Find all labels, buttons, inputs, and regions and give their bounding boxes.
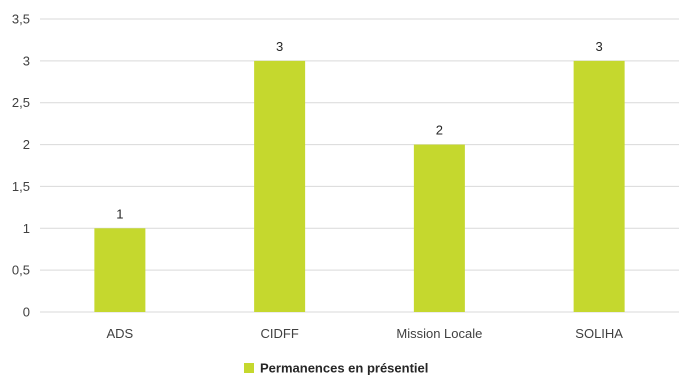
x-tick-label: ADS	[107, 326, 134, 341]
bar	[413, 144, 465, 312]
data-label: 1	[116, 206, 123, 221]
x-tick-label: CIDFF	[260, 326, 298, 341]
legend-label: Permanences en présentiel	[260, 361, 428, 376]
data-labels: 1 3 2 3	[116, 39, 602, 221]
y-tick-label: 3	[23, 53, 30, 68]
data-label: 3	[276, 39, 283, 54]
legend: Permanences en présentiel	[244, 361, 428, 376]
bars	[94, 60, 625, 312]
bar	[94, 228, 146, 312]
legend-swatch	[244, 363, 254, 373]
y-axis-ticks: 0 0,5 1 1,5 2 2,5 3 3,5	[12, 12, 30, 320]
y-tick-label: 2	[23, 137, 30, 152]
bar	[254, 60, 306, 312]
bar	[573, 60, 625, 312]
gridlines	[40, 18, 679, 313]
x-tick-label: SOLIHA	[575, 326, 623, 341]
data-label: 3	[596, 39, 603, 54]
y-tick-label: 2,5	[12, 95, 30, 110]
y-tick-label: 0,5	[12, 263, 30, 278]
y-tick-label: 3,5	[12, 12, 30, 27]
y-tick-label: 1	[23, 221, 30, 236]
x-axis-ticks: ADS CIDFF Mission Locale SOLIHA	[107, 326, 624, 341]
y-tick-label: 1,5	[12, 179, 30, 194]
y-tick-label: 0	[23, 305, 30, 320]
data-label: 2	[436, 123, 443, 138]
x-tick-label: Mission Locale	[396, 326, 482, 341]
